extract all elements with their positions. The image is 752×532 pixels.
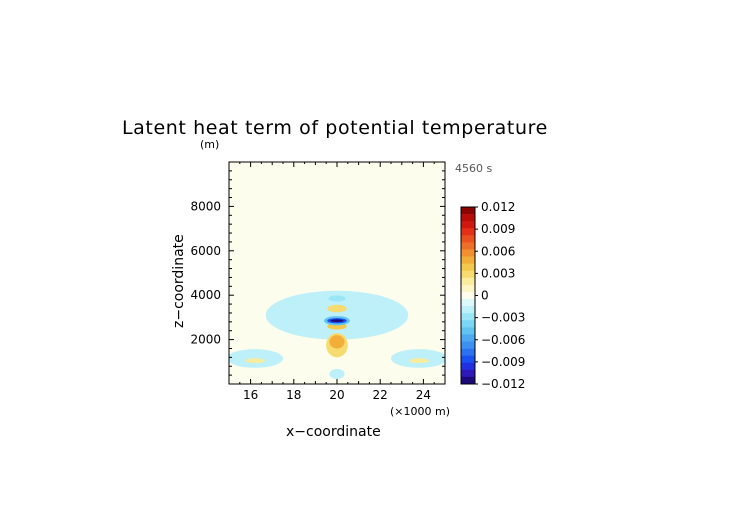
x-tick-label-0: 16 xyxy=(243,388,258,402)
colorbar-swatch-15 xyxy=(461,313,475,321)
colorbar-swatch-11 xyxy=(461,284,475,293)
colorbar-label-0: 0.012 xyxy=(481,200,515,214)
field-region-4 xyxy=(245,358,265,364)
time-label: 4560 s xyxy=(455,162,492,175)
field-region-14 xyxy=(328,295,346,302)
colorbar-swatch-7 xyxy=(461,256,475,264)
colorbar-label-3: 0.003 xyxy=(481,266,515,280)
chart-title: Latent heat term of potential temperatur… xyxy=(122,117,548,139)
y-tick-label-2: 6000 xyxy=(190,244,221,258)
field-region-12 xyxy=(330,319,344,323)
colorbar-swatch-14 xyxy=(461,306,475,314)
colorbar-swatch-18 xyxy=(461,334,475,342)
field-region-6 xyxy=(329,368,345,380)
field-region-8 xyxy=(329,335,345,349)
field-region-13 xyxy=(327,304,347,313)
colorbar-label-5: −0.003 xyxy=(481,311,525,325)
colorbar: 0.012 0.009 0.006 0.003 0 −0.003 −0.006 −0.009 −… xyxy=(460,200,525,391)
x-tick-label-4: 24 xyxy=(416,388,431,402)
x-tick-label-1: 18 xyxy=(286,388,301,402)
colorbar-label-7: −0.009 xyxy=(481,355,525,369)
colorbar-swatch-20 xyxy=(461,348,475,356)
field-region-5 xyxy=(409,358,429,364)
colorbar-swatch-23 xyxy=(461,369,475,378)
colorbar-swatch-17 xyxy=(461,327,475,335)
colorbar-swatch-3 xyxy=(461,228,475,236)
colorbar-swatch-19 xyxy=(461,341,475,349)
y-axis: 2000 4000 6000 8000 xyxy=(190,161,445,385)
y-tick-label-3: 8000 xyxy=(190,199,221,213)
colorbar-swatch-24 xyxy=(461,376,475,385)
x-tick-label-2: 20 xyxy=(329,388,344,402)
colorbar-swatch-22 xyxy=(461,362,475,371)
colorbar-swatch-13 xyxy=(461,299,475,307)
colorbar-swatch-16 xyxy=(461,320,475,328)
colorbar-swatch-21 xyxy=(461,355,475,364)
colorbar-swatch-0 xyxy=(461,207,475,215)
y-tick-label-0: 2000 xyxy=(190,333,221,347)
colorbar-label-2: 0.006 xyxy=(481,244,515,258)
colorbar-swatch-8 xyxy=(461,263,475,272)
colorbar-swatch-12 xyxy=(461,291,475,300)
y-unit-label: (m) xyxy=(200,138,219,151)
x-unit-label: (×1000 m) xyxy=(390,405,450,418)
colorbar-label-8: −0.012 xyxy=(481,377,525,391)
x-axis-label: x−coordinate xyxy=(286,424,381,440)
x-tick-label-3: 22 xyxy=(373,388,388,402)
colorbar-swatch-1 xyxy=(461,214,475,222)
field-region-1 xyxy=(265,290,409,340)
heatmap-field xyxy=(229,162,445,384)
x-axis: 16 18 20 22 24 xyxy=(228,162,446,402)
colorbar-label-1: 0.009 xyxy=(481,222,515,236)
colorbar-swatch-6 xyxy=(461,249,475,257)
colorbar-label-6: −0.006 xyxy=(481,333,525,347)
colorbar-swatch-4 xyxy=(461,235,475,243)
colorbar-swatch-5 xyxy=(461,242,475,250)
colorbar-label-4: 0 xyxy=(481,289,489,303)
y-tick-label-1: 4000 xyxy=(190,288,221,302)
colorbar-swatch-9 xyxy=(461,270,475,279)
y-axis-label: z−coordinate xyxy=(171,234,187,328)
colorbar-swatch-2 xyxy=(461,221,475,229)
colorbar-swatch-10 xyxy=(461,277,475,286)
